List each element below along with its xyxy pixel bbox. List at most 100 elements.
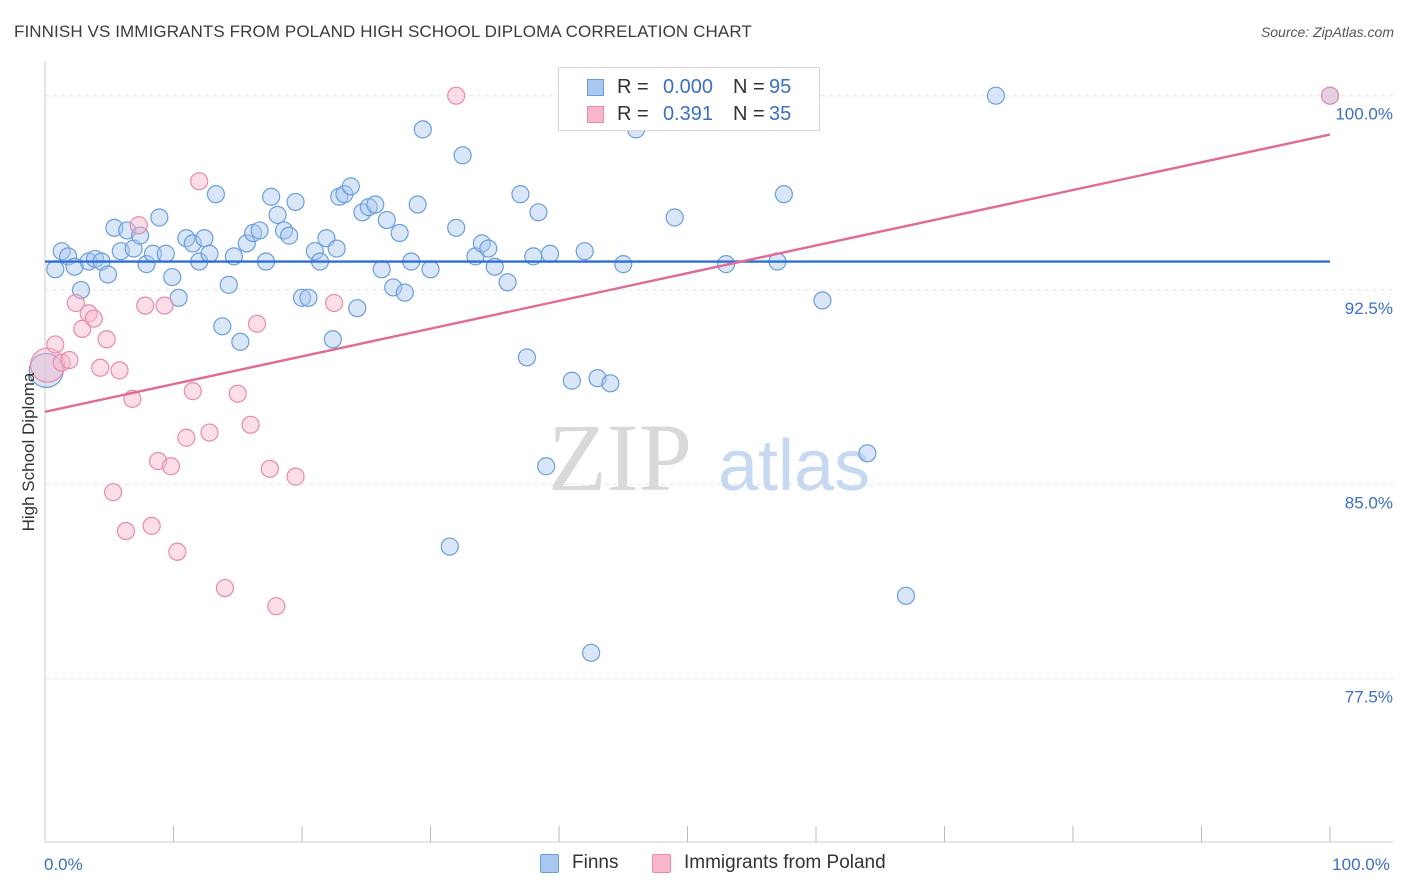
watermark-atlas: atlas (718, 426, 870, 506)
finns-point (200, 244, 219, 263)
finns-point (614, 255, 633, 274)
finns-point (366, 195, 385, 214)
finns-point (274, 221, 294, 240)
legend-r-value: 0.000 (662, 76, 713, 98)
legend-row-poland: R = 0.391 N = 35 (559, 100, 819, 128)
poland-point (116, 521, 136, 541)
x-tick-label: 100.0% (1332, 855, 1390, 874)
finns-point (774, 185, 793, 204)
poland-point (136, 296, 155, 315)
finns-legend-swatch (540, 854, 559, 873)
poland-trendline (44, 133, 1331, 414)
trendlines (44, 133, 1331, 414)
poland-point (46, 335, 65, 354)
finns-point (231, 332, 250, 351)
finns-point (498, 273, 517, 292)
poland-point (228, 384, 247, 403)
finns-point (562, 371, 581, 390)
finns-point (540, 244, 560, 263)
poland-point (200, 423, 219, 442)
finns-point (408, 195, 427, 214)
finns-point (601, 374, 620, 393)
finns-point (150, 208, 169, 227)
poland-point (247, 314, 267, 333)
poland-point (1320, 86, 1340, 105)
poland-point (267, 597, 286, 616)
y-axis-title: High School Diploma (19, 372, 38, 531)
finns-point (237, 234, 256, 253)
finns-point (479, 239, 498, 258)
finns-point (896, 586, 916, 605)
finns-swatch (587, 79, 604, 96)
finns-point (453, 146, 472, 165)
finns-point (447, 218, 466, 237)
poland-point (155, 296, 174, 315)
finns-point (511, 185, 530, 204)
finns-point (156, 244, 175, 263)
finns-point (372, 260, 391, 279)
poland-points (29, 86, 1340, 616)
finns-point (169, 288, 188, 307)
watermark-zip: ZIP (548, 404, 692, 511)
legend-r-label: R = (617, 76, 649, 98)
finns-point (327, 239, 346, 258)
y-tick-label: 92.5% (1345, 299, 1393, 318)
legend-n-value: 35 (769, 103, 792, 125)
poland-point (97, 330, 116, 349)
poland-point (84, 309, 103, 328)
finns-point (323, 330, 342, 349)
finns-point (440, 537, 459, 556)
y-tick-label: 77.5% (1345, 688, 1393, 707)
finns-point (348, 299, 367, 318)
poland-legend-label: Immigrants from Poland (684, 852, 886, 873)
y-tick-label: 100.0% (1335, 105, 1393, 124)
finns-point (395, 283, 414, 302)
watermark: ZIP atlas (548, 404, 870, 511)
poland-point (79, 304, 98, 323)
poland-point (190, 172, 209, 191)
poland-point (260, 459, 279, 478)
finns-point (280, 226, 299, 245)
gridlines (45, 95, 1393, 680)
poland-point (183, 382, 202, 401)
axes (44, 62, 1393, 843)
finns-point (213, 317, 232, 336)
poland-point (66, 293, 85, 313)
poland-point (447, 86, 466, 105)
finns-point (206, 185, 226, 204)
poland-point (168, 542, 187, 561)
poland-swatch (587, 106, 604, 123)
finns-points (28, 86, 1340, 662)
poland-point (73, 319, 92, 339)
poland-point (161, 457, 181, 476)
finns-point (665, 208, 684, 227)
legend-r-label: R = (617, 103, 649, 125)
legend-r-value: 0.391 (662, 103, 713, 125)
finns-point (390, 223, 409, 243)
y-tick-label: 85.0% (1345, 493, 1393, 512)
legend-n-label: N = (733, 103, 765, 125)
x-tick-label: 0.0% (44, 855, 83, 874)
finns-point (858, 444, 877, 463)
finns-point (219, 275, 238, 294)
poland-point (215, 578, 234, 598)
axis-labels: 100.0% 92.5% 85.0% 77.5% 0.0% 100.0% High Scho… (19, 105, 1393, 874)
finns-point (183, 234, 202, 253)
poland-point (286, 467, 305, 486)
finns-point (250, 221, 269, 240)
poland-point (60, 350, 79, 370)
poland-point (241, 415, 260, 434)
finns-point (413, 120, 432, 139)
finns-point (537, 457, 556, 476)
finns-point (286, 192, 305, 212)
legend-n-label: N = (733, 76, 765, 98)
finns-point (582, 643, 601, 662)
finns-point (529, 203, 548, 222)
finns-point (305, 242, 324, 261)
finns-point (341, 177, 360, 196)
poland-point (142, 516, 161, 535)
finns-legend-label: Finns (572, 852, 619, 873)
finns-point (575, 242, 594, 261)
finns-point (421, 260, 440, 279)
